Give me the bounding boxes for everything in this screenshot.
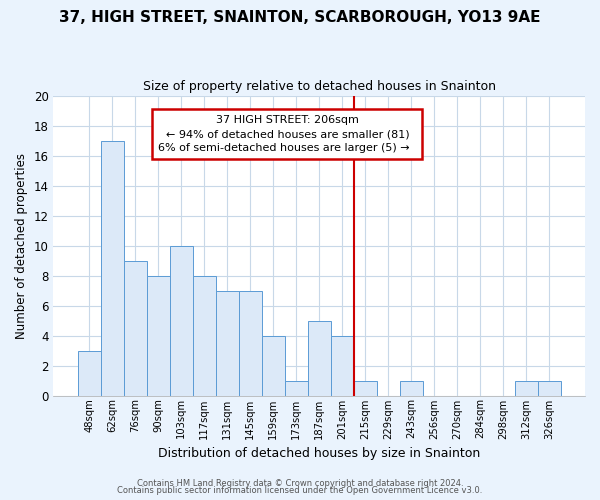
Bar [354, 380, 377, 396]
Bar [146, 276, 170, 396]
Text: 37 HIGH STREET: 206sqm  
← 94% of detached houses are smaller (81)
6% of semi-de: 37 HIGH STREET: 206sqm ← 94% of detached… [158, 115, 416, 153]
Bar [193, 276, 215, 396]
Bar [101, 140, 124, 396]
Bar [515, 380, 538, 396]
Text: Contains HM Land Registry data © Crown copyright and database right 2024.: Contains HM Land Registry data © Crown c… [137, 478, 463, 488]
Y-axis label: Number of detached properties: Number of detached properties [15, 152, 28, 338]
Bar [284, 380, 308, 396]
Text: 37, HIGH STREET, SNAINTON, SCARBOROUGH, YO13 9AE: 37, HIGH STREET, SNAINTON, SCARBOROUGH, … [59, 10, 541, 25]
Bar [400, 380, 423, 396]
Bar [308, 320, 331, 396]
Bar [239, 290, 262, 396]
Bar [124, 260, 146, 396]
X-axis label: Distribution of detached houses by size in Snainton: Distribution of detached houses by size … [158, 447, 481, 460]
Text: Contains public sector information licensed under the Open Government Licence v3: Contains public sector information licen… [118, 486, 482, 495]
Bar [262, 336, 284, 396]
Bar [215, 290, 239, 396]
Bar [170, 246, 193, 396]
Bar [538, 380, 561, 396]
Bar [77, 350, 101, 396]
Title: Size of property relative to detached houses in Snainton: Size of property relative to detached ho… [143, 80, 496, 93]
Bar [331, 336, 354, 396]
